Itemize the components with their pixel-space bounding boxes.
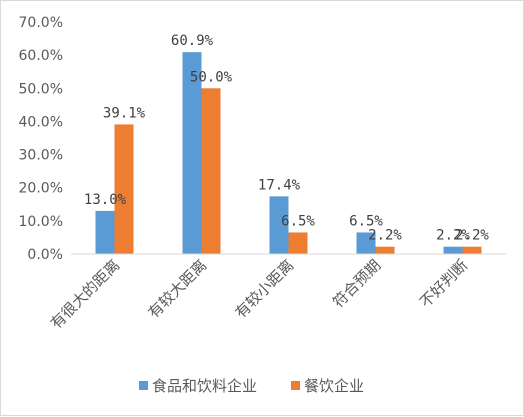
legend-swatch: [291, 381, 300, 390]
data-label: 39.1%: [103, 105, 146, 121]
data-label: 60.9%: [171, 33, 214, 49]
bar-catering-4: [462, 246, 482, 254]
bar-food-beverage-2: [269, 196, 289, 254]
bar-food-beverage-1: [182, 52, 202, 254]
bar-food-beverage-0: [95, 210, 115, 254]
y-tick-label: 40.0%: [19, 114, 63, 130]
bar-catering-2: [288, 232, 308, 254]
legend-label: 食品和饮料企业: [152, 377, 257, 395]
bar-food-beverage-3: [356, 232, 376, 254]
data-label: 6.5%: [349, 213, 383, 229]
data-label: 13.0%: [84, 192, 127, 208]
y-tick-label: 0.0%: [27, 247, 63, 263]
bar-catering-1: [201, 88, 221, 255]
legend-label: 餐饮企业: [304, 377, 364, 395]
y-tick-label: 30.0%: [19, 148, 63, 164]
data-label: 17.4%: [258, 177, 301, 193]
category-label: 符合预期: [329, 256, 384, 311]
data-label: 50.0%: [190, 69, 233, 85]
category-label: 不好判断: [416, 256, 471, 311]
data-label: 2.2%: [436, 228, 470, 244]
bar-catering-3: [375, 246, 395, 254]
bar-catering-0: [114, 124, 134, 254]
data-label: 2.2%: [455, 228, 489, 244]
y-tick-label: 10.0%: [19, 214, 63, 230]
y-tick-label: 70.0%: [19, 15, 63, 31]
y-tick-label: 60.0%: [19, 48, 63, 64]
legend-swatch: [139, 381, 148, 390]
category-label: 有较小距离: [232, 256, 298, 322]
y-tick-label: 20.0%: [19, 181, 63, 197]
data-label: 6.5%: [281, 213, 315, 229]
y-tick-label: 50.0%: [19, 81, 63, 97]
category-label: 有较大距离: [145, 256, 211, 322]
category-label: 有很大的距离: [47, 256, 123, 332]
bar-food-beverage-4: [443, 246, 463, 254]
data-label: 2.2%: [368, 228, 402, 244]
